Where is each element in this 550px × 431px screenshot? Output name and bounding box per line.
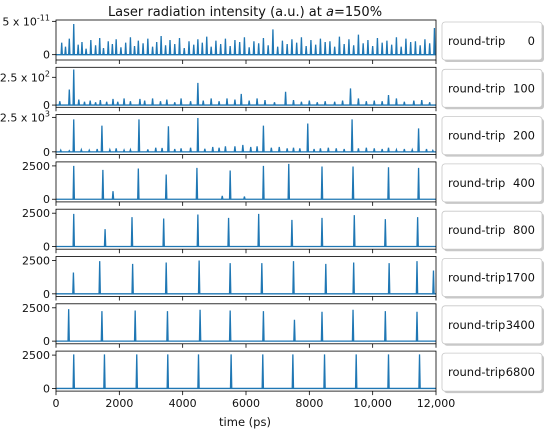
legend-label-prefix: round-trip bbox=[448, 81, 505, 95]
legend-box bbox=[441, 21, 543, 61]
panel-frame bbox=[55, 350, 437, 392]
panel-6: 2500 0 round-trip 3400 bbox=[22, 302, 544, 348]
x-tick-label: 2000 bbox=[105, 397, 133, 410]
chart-title-prefix: Laser radiation intensity (a.u.) at bbox=[108, 5, 326, 20]
y-tick-label: 0 bbox=[43, 382, 50, 395]
panel-3: 2500 0 round-trip 400 bbox=[22, 160, 544, 206]
legend-box bbox=[441, 258, 543, 297]
legend-round-trip-value: 1700 bbox=[506, 271, 535, 285]
y-tick-label: 0 bbox=[43, 288, 50, 301]
y-tick-label: 5 x 10-11 bbox=[2, 13, 50, 28]
y-tick-label: 2.5 x 103 bbox=[0, 109, 50, 124]
y-tick-label: 0 bbox=[43, 241, 50, 254]
series-line-3 bbox=[56, 163, 436, 200]
panels: 5 x 10-11 0 round-trip 0 2.5 x 102 0 round-tri… bbox=[0, 13, 544, 395]
legend-label-prefix: round-trip bbox=[448, 129, 505, 143]
legend-label-prefix: round-trip bbox=[448, 223, 505, 237]
y-tick-label: 2500 bbox=[22, 302, 50, 315]
y-tick-label: 0 bbox=[43, 335, 50, 348]
chart-title: Laser radiation intensity (a.u.) at a=15… bbox=[108, 5, 382, 20]
legend-box bbox=[441, 210, 543, 250]
panel-5: 2500 0 round-trip 1700 bbox=[22, 255, 544, 301]
legend-label-prefix: round-trip bbox=[448, 34, 505, 48]
y-tick-label: 2500 bbox=[22, 160, 50, 173]
panel-4: 2500 0 round-trip 800 bbox=[22, 207, 544, 254]
legend-label-prefix: round-trip bbox=[448, 318, 505, 332]
panel-frame bbox=[55, 208, 437, 250]
x-tick-label: 10,000 bbox=[353, 397, 392, 410]
panel-0: 5 x 10-11 0 round-trip 0 bbox=[2, 13, 544, 64]
y-tick-label: 0 bbox=[43, 146, 50, 159]
legend-round-trip-value: 400 bbox=[513, 176, 535, 190]
series-line-7 bbox=[56, 354, 436, 390]
series-line-1 bbox=[56, 69, 436, 106]
legend-box bbox=[441, 68, 543, 108]
legend-box bbox=[441, 305, 543, 345]
series-line-4 bbox=[56, 213, 436, 248]
panel-2: 2.5 x 103 0 round-trip 200 bbox=[0, 109, 544, 159]
legend-box bbox=[441, 116, 543, 155]
series-line-2 bbox=[56, 118, 436, 153]
legend-round-trip-value: 100 bbox=[513, 81, 535, 95]
x-tick-label: 8000 bbox=[295, 397, 323, 410]
series-line-6 bbox=[56, 309, 436, 342]
legend-box bbox=[441, 163, 543, 203]
legend-round-trip-value: 6800 bbox=[506, 365, 535, 379]
x-tick-label: 4000 bbox=[169, 397, 197, 410]
legend-label-prefix: round-trip bbox=[448, 271, 505, 285]
y-tick-label: 2500 bbox=[22, 255, 50, 268]
legend-round-trip-value: 0 bbox=[528, 34, 535, 48]
y-tick-label: 2500 bbox=[22, 349, 50, 362]
panel-frame bbox=[55, 303, 437, 345]
x-axis: 0 2000 4000 6000 8000 10,000 12,000 bbox=[53, 397, 456, 410]
panel-frame bbox=[55, 114, 437, 155]
legend-round-trip-value: 3400 bbox=[506, 318, 535, 332]
y-tick-label: 0 bbox=[43, 99, 50, 112]
series-line-0 bbox=[56, 23, 436, 56]
legend-label-prefix: round-trip bbox=[448, 176, 505, 190]
chart-title-var: a bbox=[326, 5, 334, 20]
x-tick-label: 12,000 bbox=[417, 397, 456, 410]
panel-7: 2500 0 round-trip 6800 bbox=[22, 349, 544, 395]
x-tick-label: 0 bbox=[53, 397, 60, 410]
chart-title-suffix: =150% bbox=[334, 5, 382, 20]
legend-box bbox=[441, 352, 543, 392]
panel-frame bbox=[55, 256, 437, 297]
panel-1: 2.5 x 102 0 round-trip 100 bbox=[0, 66, 544, 112]
y-tick-label: 2.5 x 102 bbox=[0, 69, 50, 84]
x-tick-label: 6000 bbox=[232, 397, 260, 410]
legend-round-trip-value: 200 bbox=[513, 129, 535, 143]
x-axis-label: time (ps) bbox=[219, 415, 271, 429]
y-tick-label: 0 bbox=[43, 193, 50, 206]
y-tick-label: 0 bbox=[43, 49, 50, 62]
legend-label-prefix: round-trip bbox=[448, 365, 505, 379]
series-line-5 bbox=[56, 260, 436, 295]
legend-round-trip-value: 800 bbox=[513, 223, 535, 237]
y-tick-label: 2500 bbox=[22, 207, 50, 220]
